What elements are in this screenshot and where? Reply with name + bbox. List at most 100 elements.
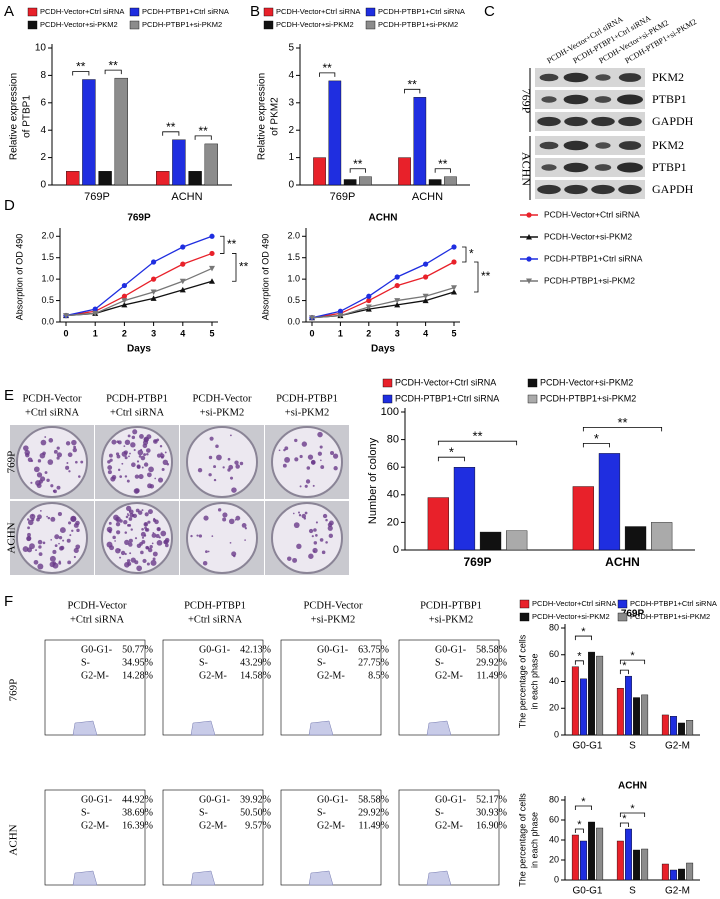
- bar: [633, 697, 640, 736]
- y-tick-label: 40: [549, 676, 559, 686]
- significance-label: **: [166, 120, 176, 134]
- phase-label: G0-G1-: [81, 794, 112, 805]
- legend-swatch: [27, 7, 38, 17]
- phase-value: 11.49%: [477, 670, 507, 681]
- colony-dot: [56, 485, 61, 490]
- x-axis-label: Days: [371, 344, 395, 355]
- bar: [571, 834, 579, 881]
- point: [209, 233, 215, 239]
- colony-dot: [116, 530, 121, 535]
- y-axis-label: of PKM2: [270, 97, 281, 136]
- colony-dot: [126, 479, 130, 483]
- point: [394, 298, 401, 304]
- significance-label: **: [239, 260, 249, 274]
- series-line: [311, 246, 455, 319]
- colony-dot: [153, 517, 156, 521]
- phase-value: 43.29%: [240, 657, 271, 668]
- colony-dot: [311, 535, 314, 538]
- colony-dot: [145, 448, 151, 453]
- colony-dot: [131, 435, 136, 440]
- colony-dot: [157, 477, 164, 483]
- colony-dot: [328, 520, 334, 526]
- colony-dot: [127, 561, 132, 566]
- colony-dot: [312, 484, 315, 487]
- colony-dot: [115, 547, 121, 554]
- y-tick-label: 80: [549, 622, 559, 632]
- colony-dot: [307, 454, 314, 460]
- significance-bracket: [404, 88, 421, 94]
- significance-label: **: [481, 269, 491, 283]
- colony-dot: [67, 521, 72, 525]
- point: [121, 282, 127, 289]
- colony-dot: [130, 442, 136, 448]
- legend-marker: [526, 278, 532, 284]
- colony-dot: [124, 531, 128, 534]
- y-axis-label: in each phase: [529, 812, 539, 868]
- colony-dot: [145, 527, 150, 532]
- phase-label: G0-G1-: [435, 644, 466, 655]
- significance-label: *: [469, 247, 474, 261]
- significance-label: *: [577, 819, 582, 831]
- colony-dot: [156, 526, 161, 532]
- colony-dot: [62, 539, 65, 542]
- blot-band: [618, 116, 642, 127]
- colony-dot: [112, 535, 116, 540]
- row-label: 769P: [8, 679, 20, 702]
- colony-dot: [65, 441, 71, 446]
- legend-swatch: [365, 7, 376, 17]
- bar: [661, 714, 669, 736]
- colony-dot: [50, 516, 56, 522]
- phase-value: 44.92%: [122, 794, 153, 805]
- significance-bracket: [619, 669, 629, 675]
- colony-dot: [46, 515, 48, 518]
- colony-dot: [123, 445, 126, 448]
- legend-swatch: [263, 7, 274, 17]
- colony-dot: [39, 452, 46, 459]
- blot-band: [563, 162, 589, 173]
- significance-label: *: [577, 651, 582, 663]
- phase-label: G2-M-: [199, 820, 227, 831]
- colony-dot: [46, 478, 50, 483]
- colony-dot: [48, 438, 54, 443]
- column-header: +si-PKM2: [311, 614, 355, 625]
- bar: [641, 848, 649, 881]
- significance-bracket: [72, 71, 90, 76]
- colony-dot: [52, 549, 57, 555]
- legend-label: PCDH-Vector+si-PKM2: [40, 20, 118, 29]
- point: [180, 261, 186, 267]
- y-tick-label: 4: [288, 70, 294, 81]
- blot-band: [537, 116, 561, 127]
- bar: [359, 176, 372, 186]
- colony-dot: [330, 450, 335, 455]
- phase-value: 16.39%: [122, 820, 153, 831]
- protein-label: GAPDH: [652, 114, 694, 128]
- column-header: +si-PKM2: [429, 614, 473, 625]
- legend-swatch: [617, 599, 628, 609]
- colony-dot: [73, 547, 79, 554]
- bar: [479, 531, 502, 551]
- colony-dot: [147, 520, 151, 524]
- point: [451, 285, 457, 291]
- colony-dot: [71, 439, 77, 446]
- colony-dot: [75, 460, 78, 464]
- significance-bracket: [574, 805, 592, 810]
- significance-label: *: [622, 813, 627, 825]
- phase-label: G2-M-: [81, 670, 109, 681]
- colony-dot: [154, 439, 157, 443]
- colony-dot: [284, 446, 289, 451]
- colony-dot: [29, 543, 35, 550]
- colony-dot: [140, 550, 144, 555]
- colony-dot: [320, 459, 322, 462]
- y-tick-label: 100: [381, 406, 399, 418]
- colony-dot: [121, 462, 124, 465]
- colony-dot: [22, 546, 29, 552]
- colony-dot: [27, 532, 31, 537]
- colony-dot: [229, 434, 232, 437]
- x-tick-label: ACHN: [412, 191, 443, 203]
- panel-label: E: [4, 387, 14, 404]
- colony-dot: [205, 550, 208, 554]
- phase-value: 50.50%: [240, 807, 271, 818]
- bar: [398, 157, 411, 186]
- colony-dot: [142, 558, 147, 564]
